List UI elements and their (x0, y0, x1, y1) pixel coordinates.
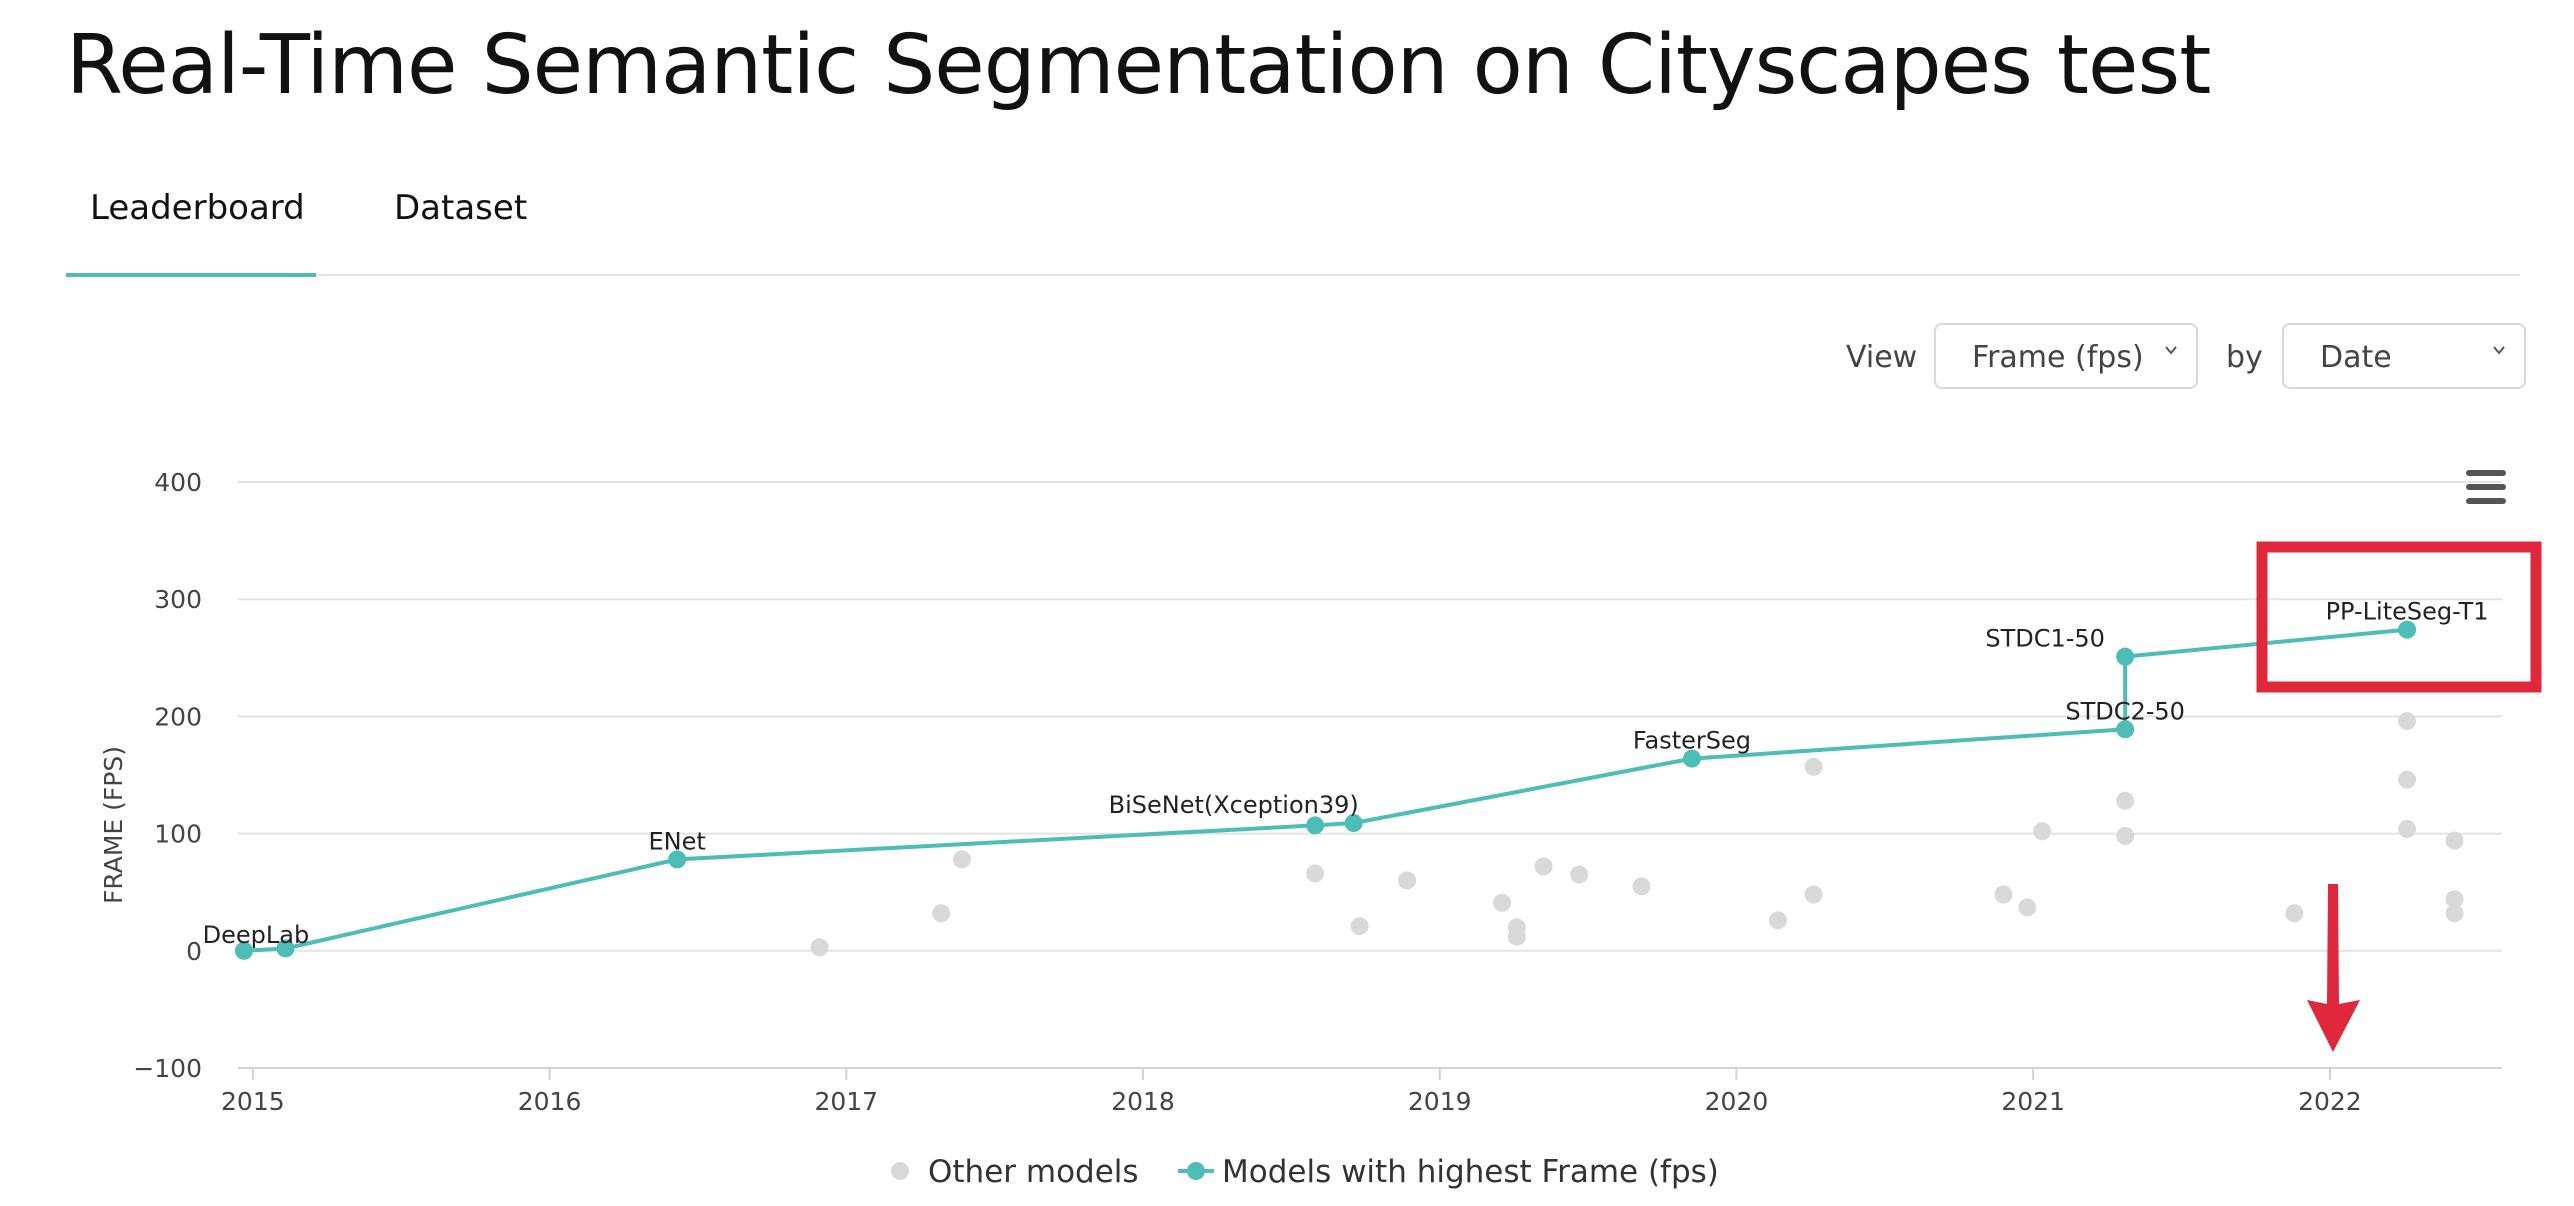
y-tick-label: 100 (154, 820, 202, 849)
point-label: PP-LiteSeg-T1 (2326, 598, 2489, 626)
best-model-point[interactable] (1344, 814, 1363, 833)
other-model-point[interactable] (2116, 826, 2135, 845)
hamburger-menu-icon[interactable] (2466, 470, 2506, 504)
order-select[interactable]: Date (2282, 323, 2526, 389)
legend-other-marker (891, 1162, 909, 1180)
chevron-down-icon (2165, 346, 2177, 355)
metric-select[interactable]: Frame (fps) (1934, 323, 2198, 389)
best-model-point[interactable] (276, 939, 295, 958)
point-label: FasterSeg (1633, 727, 1751, 755)
other-model-point[interactable] (2445, 890, 2464, 909)
other-model-point[interactable] (2398, 819, 2417, 838)
best-model-point[interactable] (2116, 720, 2135, 739)
other-model-point[interactable] (2018, 898, 2037, 917)
x-tick-label: 2016 (518, 1087, 582, 1116)
other-model-point[interactable] (810, 938, 829, 957)
tab-dataset[interactable]: Dataset (394, 188, 528, 228)
other-model-point[interactable] (1398, 871, 1417, 890)
other-model-point[interactable] (1493, 893, 1512, 912)
point-label: ENet (649, 827, 706, 855)
y-tick-label: 0 (186, 937, 202, 966)
tab-bar: Leaderboard Dataset (66, 170, 2520, 277)
point-label: DeepLab (203, 921, 310, 949)
other-model-point[interactable] (2398, 770, 2417, 789)
other-model-point[interactable] (1804, 885, 1823, 904)
other-model-point[interactable] (932, 904, 951, 923)
y-tick-label: −100 (133, 1054, 202, 1083)
best-model-point[interactable] (2398, 620, 2417, 639)
best-model-point[interactable] (668, 850, 687, 869)
other-model-point[interactable] (1507, 927, 1526, 946)
other-model-point[interactable] (1350, 917, 1369, 936)
other-model-point[interactable] (953, 850, 972, 869)
y-tick-label: 400 (154, 468, 202, 497)
point-labels: DeepLab ENet BiSeNet(Xception39) FasterSeg S… (203, 598, 2489, 949)
other-model-point[interactable] (1994, 885, 2013, 904)
view-label: View (1846, 340, 1918, 375)
by-label: by (2226, 340, 2263, 375)
axes: −100 0 100 200 300 400 2015 2016 2017 2018 2019 202… (99, 468, 2502, 1116)
best-model-point[interactable] (2116, 647, 2135, 666)
best-model-point[interactable] (1682, 749, 1701, 768)
point-label: STDC1-50 (1985, 625, 2105, 653)
y-axis-title: FRAME (FPS) (99, 746, 128, 904)
page-title: Real-Time Semantic Segmentation on Citys… (66, 18, 2211, 113)
x-tick-label: 2015 (221, 1087, 285, 1116)
other-model-point[interactable] (1804, 757, 1823, 776)
best-models-points (234, 620, 2417, 960)
best-model-point[interactable] (234, 941, 253, 960)
other-model-point[interactable] (2033, 822, 2052, 841)
order-select-value: Date (2320, 340, 2392, 375)
other-model-point[interactable] (2445, 831, 2464, 850)
point-label: STDC2-50 (2065, 697, 2185, 725)
other-model-point[interactable] (1534, 857, 1553, 876)
highlight-arrow (2307, 884, 2360, 1052)
legend: Other models Models with highest Frame (… (891, 1154, 1719, 1190)
other-model-point[interactable] (2285, 904, 2304, 923)
chevron-down-icon (2493, 346, 2505, 355)
x-tick-label: 2022 (2298, 1087, 2362, 1116)
other-model-point[interactable] (2398, 712, 2417, 731)
tab-leaderboard[interactable]: Leaderboard (90, 188, 305, 228)
active-tab-indicator (66, 273, 316, 277)
other-model-point[interactable] (1768, 911, 1787, 930)
other-model-point[interactable] (1306, 864, 1325, 883)
metric-select-value: Frame (fps) (1972, 340, 2144, 375)
point-label: BiSeNet(Xception39) (1109, 791, 1359, 819)
other-model-point[interactable] (2445, 904, 2464, 923)
other-models-points (810, 712, 2464, 957)
grid-lines (238, 481, 2502, 952)
x-tick-label: 2018 (1111, 1087, 1175, 1116)
x-tick-label: 2020 (1705, 1087, 1769, 1116)
x-tick-label: 2019 (1408, 1087, 1472, 1116)
legend-best-label: Models with highest Frame (fps) (1222, 1154, 1719, 1190)
other-model-point[interactable] (1632, 877, 1651, 896)
highlight-box (2256, 541, 2542, 693)
y-tick-label: 300 (154, 585, 202, 614)
other-model-point[interactable] (2116, 791, 2135, 810)
legend-other-label: Other models (928, 1154, 1139, 1190)
x-tick-label: 2021 (2001, 1087, 2065, 1116)
x-tick-label: 2017 (814, 1087, 878, 1116)
other-model-point[interactable] (1570, 865, 1589, 884)
legend-best-marker (1187, 1162, 1205, 1180)
y-tick-label: 200 (154, 702, 202, 731)
best-model-point[interactable] (1306, 816, 1325, 835)
